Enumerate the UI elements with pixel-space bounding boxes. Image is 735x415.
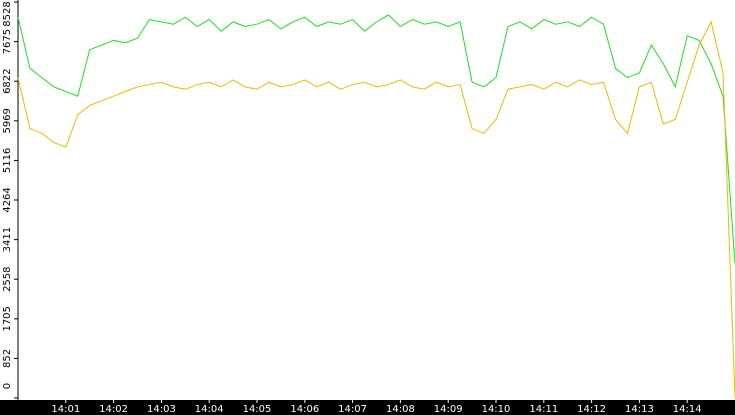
- x-tick-label: 14:13: [625, 404, 654, 415]
- y-tick-label: 0: [2, 383, 13, 389]
- x-tick-label: 14:12: [577, 404, 606, 415]
- x-tick-label: 14:08: [386, 404, 415, 415]
- y-tick-label: 7675: [2, 29, 13, 54]
- x-tick-label: 14:04: [195, 404, 224, 415]
- x-tick-label: 14:07: [338, 404, 367, 415]
- x-tick-label: 14:01: [51, 404, 80, 415]
- x-axis-band: [0, 400, 735, 415]
- y-tick-label: 3411: [2, 227, 13, 252]
- x-tick-label: 14:10: [482, 404, 511, 415]
- y-tick-label: 6822: [2, 68, 13, 93]
- y-tick-label: 2558: [2, 266, 13, 291]
- x-tick-label: 14:11: [529, 404, 558, 415]
- x-tick-label: 14:14: [673, 404, 702, 415]
- x-tick-label: 14:03: [147, 404, 176, 415]
- series-line: [17, 14, 735, 264]
- y-tick-label: 5969: [2, 108, 13, 133]
- y-tick-label: 4264: [2, 187, 13, 212]
- x-tick-label: 14:06: [290, 404, 319, 415]
- y-tick-label: 1705: [2, 306, 13, 331]
- x-tick-label: 14:09: [434, 404, 463, 415]
- y-tick-label: 852: [2, 349, 13, 368]
- y-tick-label: 5116: [2, 148, 13, 173]
- x-tick-label: 14:02: [99, 404, 128, 415]
- series-line: [17, 20, 735, 399]
- y-tick-label: 8528: [2, 1, 13, 26]
- x-tick-label: 14:05: [243, 404, 272, 415]
